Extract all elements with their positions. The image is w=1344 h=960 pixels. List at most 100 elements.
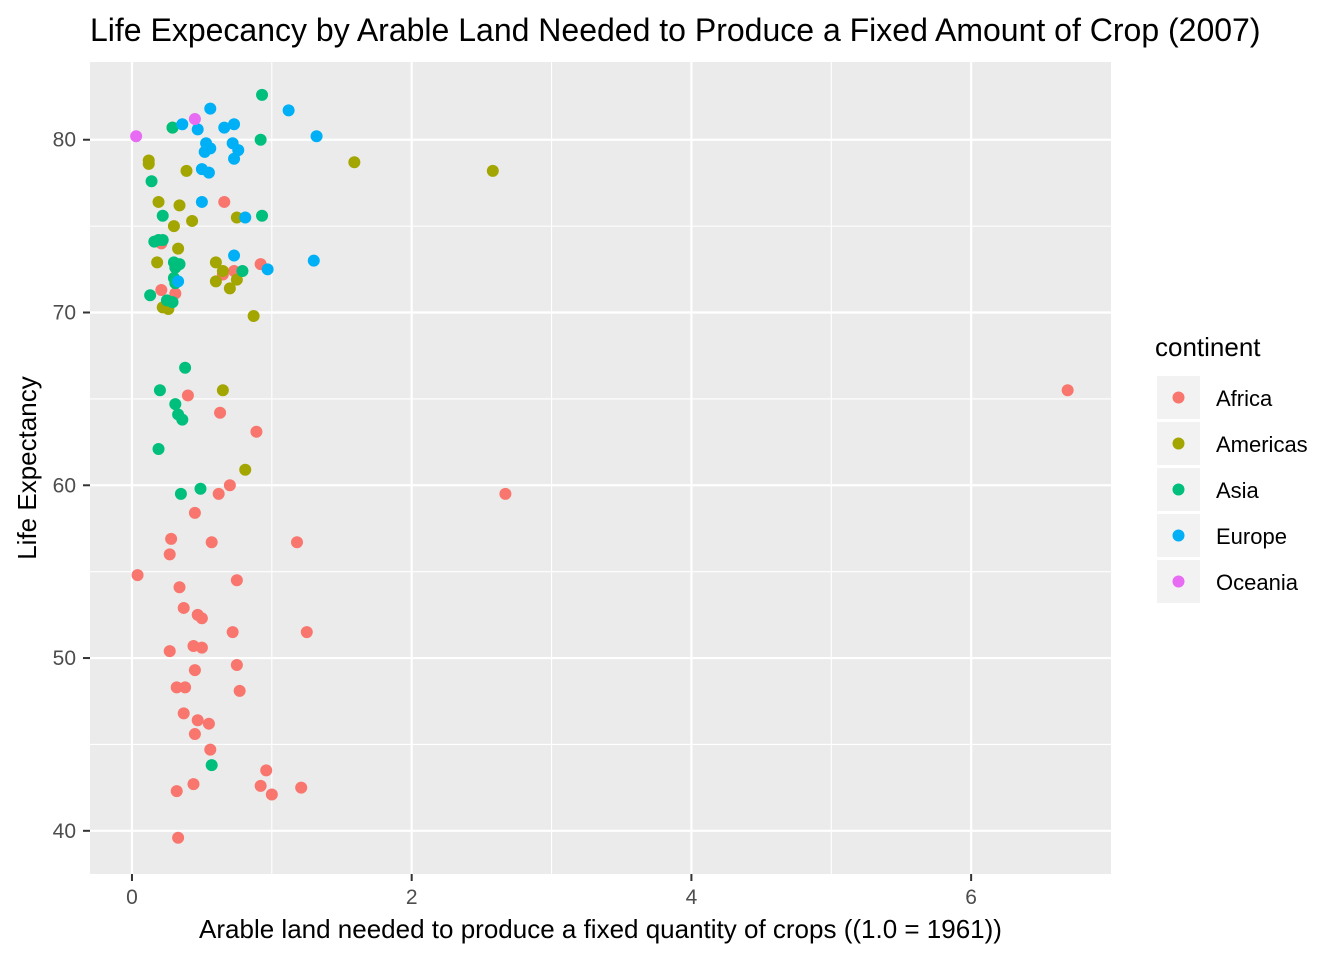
data-point-europe: [239, 211, 252, 224]
y-tick-label: 40: [53, 820, 76, 843]
data-point-asia: [256, 88, 269, 101]
y-tick-label: 70: [53, 302, 76, 325]
legend-label-oceania: Oceania: [1216, 570, 1299, 595]
data-point-asia: [169, 261, 182, 274]
y-axis-title: Life Expectancy: [12, 376, 42, 560]
data-point-africa: [230, 658, 243, 671]
data-point-africa: [195, 641, 208, 654]
data-point-europe: [172, 275, 185, 288]
data-point-asia: [176, 413, 189, 426]
data-point-americas: [348, 156, 361, 169]
data-point-africa: [295, 781, 308, 794]
data-point-africa: [250, 425, 263, 438]
data-point-americas: [172, 242, 185, 255]
data-point-americas: [209, 256, 222, 269]
axes: 0 2 4 6 40 50 60 70 80: [53, 129, 977, 909]
chart-title: Life Expecancy by Arable Land Needed to …: [90, 12, 1261, 48]
data-point-europe: [307, 254, 320, 267]
y-tick-label: 80: [53, 129, 76, 152]
data-point-europe: [191, 123, 204, 136]
y-tick-label: 50: [53, 647, 76, 670]
data-point-africa: [163, 645, 176, 658]
data-point-americas: [186, 214, 199, 227]
data-point-asia: [169, 398, 182, 411]
data-point-oceania: [130, 130, 143, 143]
data-point-africa: [188, 506, 201, 519]
data-point-africa: [173, 581, 186, 594]
legend-label-americas: Americas: [1216, 432, 1308, 457]
data-point-asia: [166, 296, 179, 309]
data-point-africa: [187, 778, 200, 791]
data-point-africa: [1061, 384, 1074, 397]
data-point-africa: [233, 684, 246, 697]
legend-label-asia: Asia: [1216, 478, 1260, 503]
data-point-africa: [155, 284, 168, 297]
data-point-asia: [145, 175, 158, 188]
data-point-asia: [254, 133, 267, 146]
y-tick-label: 60: [53, 474, 76, 497]
data-point-africa: [131, 569, 144, 582]
x-tick-label: 2: [406, 886, 418, 909]
data-point-asia: [166, 121, 179, 134]
x-tick-label: 4: [686, 886, 698, 909]
data-point-americas: [247, 309, 260, 322]
data-point-americas: [216, 384, 229, 397]
data-point-europe: [282, 104, 295, 117]
data-points: [130, 88, 1074, 844]
data-point-asia: [236, 265, 249, 278]
data-point-americas: [239, 463, 252, 476]
data-point-europe: [176, 118, 189, 131]
data-point-americas: [173, 199, 186, 212]
data-point-africa: [205, 536, 218, 549]
data-point-africa: [226, 626, 239, 639]
data-point-africa: [202, 717, 215, 730]
data-point-americas: [180, 164, 193, 177]
data-point-africa: [181, 389, 194, 402]
data-point-americas: [486, 164, 499, 177]
data-point-europe: [218, 121, 231, 134]
data-point-africa: [290, 536, 303, 549]
legend-title: continent: [1155, 332, 1261, 362]
data-point-asia: [153, 384, 166, 397]
data-point-oceania: [188, 113, 201, 126]
data-point-asia: [179, 361, 192, 374]
x-tick-label: 0: [126, 886, 138, 909]
x-axis-title: Arable land needed to produce a fixed qu…: [199, 914, 1002, 944]
data-point-africa: [177, 601, 190, 614]
data-point-europe: [228, 249, 241, 262]
data-point-americas: [209, 275, 222, 288]
legend-label-europe: Europe: [1216, 524, 1287, 549]
data-point-asia: [152, 233, 165, 246]
data-point-asia: [156, 209, 169, 222]
data-point-africa: [204, 743, 217, 756]
data-point-americas: [216, 265, 229, 278]
data-point-asia: [205, 759, 218, 772]
data-point-asia: [144, 289, 157, 302]
data-point-americas: [230, 211, 243, 224]
data-point-americas: [230, 273, 243, 286]
plot-panel: [90, 62, 1111, 874]
data-point-asia: [194, 482, 207, 495]
legend-symbol-oceania: [1172, 575, 1185, 588]
x-tick-label: 6: [965, 886, 977, 909]
legend-symbol-asia: [1172, 483, 1185, 496]
data-point-africa: [170, 785, 183, 798]
data-point-africa: [191, 714, 204, 727]
data-point-africa: [254, 779, 267, 792]
data-point-africa: [172, 831, 185, 844]
data-point-europe: [261, 263, 274, 276]
data-point-africa: [223, 479, 236, 492]
data-point-africa: [499, 487, 512, 500]
data-point-americas: [223, 282, 236, 295]
data-point-africa: [300, 626, 313, 639]
data-point-europe: [228, 118, 241, 131]
data-point-africa: [260, 764, 273, 777]
data-point-europe: [228, 152, 241, 165]
data-point-europe: [310, 130, 323, 143]
legend: continent Africa Americas Asia Europe Oceani…: [1155, 332, 1308, 603]
legend-symbol-europe: [1172, 529, 1185, 542]
data-point-africa: [188, 728, 201, 741]
legend-symbol-africa: [1172, 391, 1185, 404]
